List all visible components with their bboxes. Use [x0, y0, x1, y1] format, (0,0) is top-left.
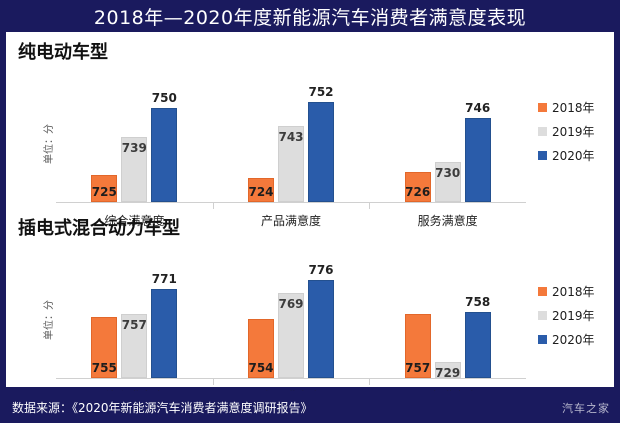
bar-2019-服务满意度: [434, 362, 461, 378]
legend-item-2018[interactable]: 2018年: [538, 98, 616, 116]
legend-swatch-icon: [538, 126, 547, 136]
legend-item-2020[interactable]: 2020年: [538, 330, 616, 348]
bar-2018-综合满意度: [91, 317, 118, 378]
chart-section-bev: 纯电动车型 单位：分 725 739 750 综合满意度 724 743 752 产品满意度 72…: [6, 38, 616, 228]
bar-2019-服务满意度: [434, 161, 461, 202]
legend-label: 2020年: [552, 148, 595, 163]
bar-value-label: 757: [405, 361, 431, 375]
legend-bev: 2018年 2019年 2020年: [538, 98, 616, 170]
section-title-bev: 纯电动车型: [18, 42, 108, 63]
legend-label: 2018年: [552, 284, 595, 299]
plot-area-bev: 单位：分 725 739 750 综合满意度 724 743 752 产品满意度 726 730 74…: [6, 60, 614, 228]
bar-value-label: 730: [435, 165, 461, 180]
bar-value-label: 769: [278, 296, 304, 311]
bar-value-label: 726: [405, 185, 431, 199]
bar-2019-综合满意度: [121, 313, 148, 378]
legend-item-2019[interactable]: 2019年: [538, 306, 616, 324]
bar-value-label: 750: [151, 90, 177, 105]
chart-section-phev: 插电式混合动力车型 单位：分 755 757 771 综合满意度 754 769 776 产品满…: [6, 214, 616, 404]
bar-2020-综合满意度: [151, 107, 178, 202]
legend-swatch-icon: [538, 334, 547, 344]
x-axis-line: [56, 202, 526, 203]
bar-value-label: 724: [248, 185, 274, 199]
bar-2018-服务满意度: [404, 172, 431, 202]
bar-value-label: 752: [308, 85, 334, 100]
bar-2020-服务满意度: [464, 118, 491, 202]
brand-watermark: 汽车之家: [562, 402, 610, 415]
legend-swatch-icon: [538, 102, 547, 112]
legend-phev: 2018年 2019年 2020年: [538, 282, 616, 354]
bar-value-label: 743: [278, 130, 304, 145]
bar-2020-综合满意度: [151, 289, 178, 378]
page-title: 2018年—2020年度新能源汽车消费者满意度表现: [93, 6, 527, 29]
axis-tick: [369, 378, 371, 385]
bar-value-label: 725: [91, 185, 117, 199]
legend-swatch-icon: [538, 150, 547, 160]
plot-area-phev: 单位：分755757771综合满意度754769776产品满意度75772975…: [6, 236, 614, 404]
bar-value-label: 739: [121, 141, 147, 156]
bar-2020-产品满意度: [308, 280, 334, 378]
bar-2020-产品满意度: [308, 102, 334, 202]
category-label: 服务满意度: [417, 214, 478, 228]
title-band: 2018年—2020年度新能源汽车消费者满意度表现: [0, 0, 620, 32]
bar-value-label: 746: [465, 101, 491, 116]
y-axis-label: 单位：分: [44, 124, 55, 164]
legend-label: 2018年: [552, 100, 595, 115]
bar-2019-产品满意度: [278, 126, 304, 202]
legend-swatch-icon: [538, 286, 547, 296]
bar-2019-产品满意度: [278, 292, 304, 378]
bar-2019-综合满意度: [121, 137, 148, 202]
bar-2018-产品满意度: [248, 177, 274, 202]
legend-label: 2019年: [552, 124, 595, 139]
bar-value-label: 755: [91, 361, 117, 375]
section-title-phev: 插电式混合动力车型: [18, 218, 180, 239]
bar-value-label: 754: [248, 361, 274, 375]
x-axis-line: [56, 378, 526, 379]
bar-value-label: 758: [465, 294, 491, 309]
y-axis-label: 单位：分: [44, 300, 55, 340]
data-source-text: 数据来源：《2020年新能源汽车消费者满意度调研报告》: [12, 401, 313, 415]
chart-canvas: 纯电动车型 单位：分 725 739 750 综合满意度 724 743 752 产品满意度 72…: [6, 32, 616, 404]
bar-value-label: 729: [435, 366, 461, 381]
bar-2018-综合满意度: [91, 175, 118, 202]
bar-2018-服务满意度: [404, 313, 431, 378]
category-label: 产品满意度: [260, 214, 321, 228]
legend-item-2018[interactable]: 2018年: [538, 282, 616, 300]
bar-2020-服务满意度: [464, 311, 491, 378]
legend-swatch-icon: [538, 310, 547, 320]
bar-value-label: 771: [151, 272, 177, 287]
legend-item-2019[interactable]: 2019年: [538, 122, 616, 140]
footer-band: 数据来源：《2020年新能源汽车消费者满意度调研报告》 汽车之家: [0, 391, 620, 423]
legend-item-2020[interactable]: 2020年: [538, 146, 616, 164]
legend-label: 2019年: [552, 308, 595, 323]
axis-tick: [369, 202, 371, 209]
bar-value-label: 757: [121, 317, 147, 332]
bar-value-label: 776: [308, 263, 334, 278]
axis-tick: [212, 202, 214, 209]
axis-tick: [212, 378, 214, 385]
bar-2018-产品满意度: [248, 318, 274, 378]
legend-label: 2020年: [552, 332, 595, 347]
category-label: 综合满意度: [104, 214, 165, 228]
